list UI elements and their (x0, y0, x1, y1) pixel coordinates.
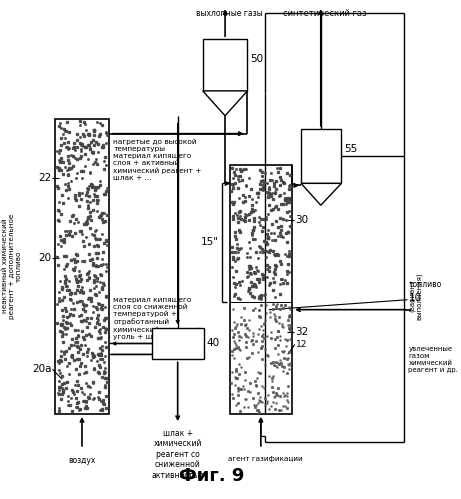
Text: 55: 55 (344, 144, 357, 154)
Text: агент газификации: агент газификации (228, 456, 303, 462)
Text: 30: 30 (295, 215, 308, 225)
Text: увлеченные
газом
химический
реагент и др.: увлеченные газом химический реагент и др… (408, 346, 458, 373)
Text: 10: 10 (408, 293, 421, 303)
Bar (301, 129, 341, 183)
Text: воздух: воздух (68, 456, 96, 465)
Polygon shape (203, 91, 248, 116)
Text: Фиг. 9: Фиг. 9 (179, 467, 244, 485)
Bar (55, 119, 109, 414)
Text: 20а: 20а (32, 364, 52, 374)
Text: выхлопные газы: выхлопные газы (196, 9, 263, 18)
Text: 50: 50 (250, 54, 263, 64)
Polygon shape (301, 183, 341, 205)
Text: 40: 40 (207, 338, 219, 348)
Text: 20: 20 (38, 253, 52, 263)
Text: 12: 12 (296, 340, 307, 349)
Text: неактивный химический
реагент + дополнительное
топливо: неактивный химический реагент + дополнит… (2, 213, 22, 318)
Text: шлак +
химический
реагент со
сниженной
активностью: шлак + химический реагент со сниженной а… (151, 429, 204, 480)
Bar (203, 39, 248, 91)
Text: 15": 15" (201, 237, 219, 247)
Text: 22: 22 (38, 173, 52, 184)
Bar (230, 166, 292, 414)
Text: нагретые до высокой
температуры
материал кипящего
слоя + активный
химический реа: нагретые до высокой температуры материал… (113, 139, 201, 181)
Bar (152, 327, 204, 359)
Text: топливо: топливо (408, 280, 442, 289)
Text: (вариант
выполнения): (вариант выполнения) (408, 272, 423, 319)
Text: синтетический газ: синтетический газ (284, 9, 367, 18)
Text: материал кипящего
слоя со сниженной
температурой +
отработанный
химический реаге: материал кипящего слоя со сниженной темп… (113, 297, 201, 340)
Text: 32: 32 (295, 326, 308, 336)
